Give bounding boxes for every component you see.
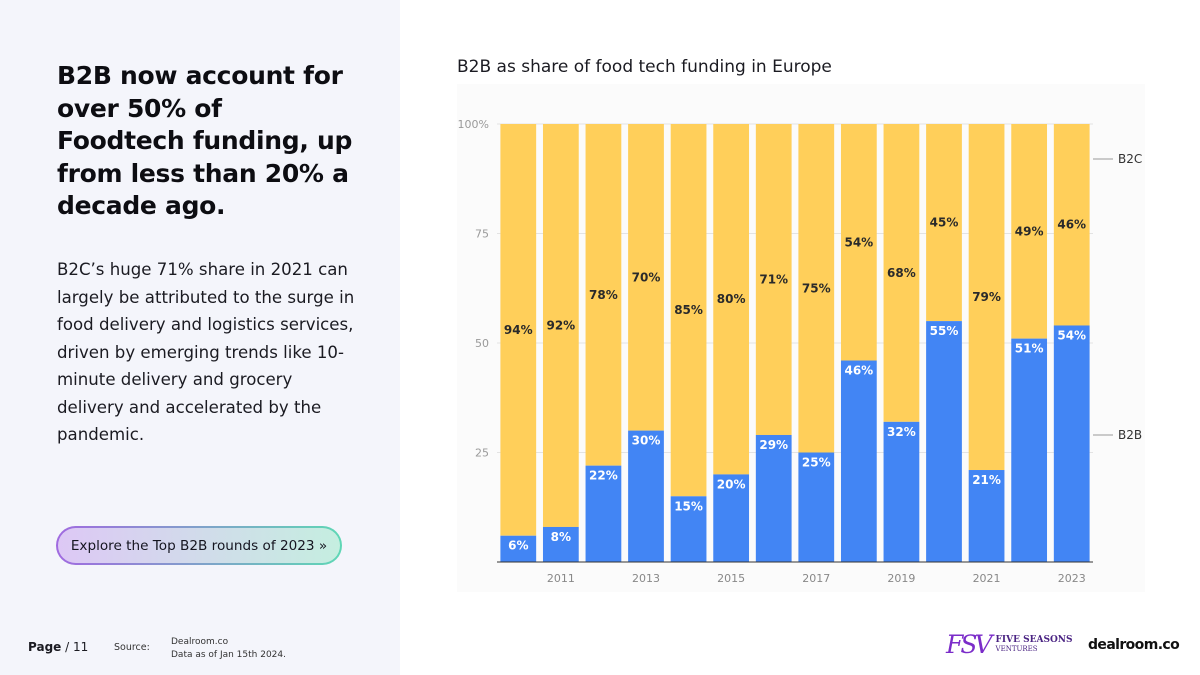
legend-label: B2C	[1118, 152, 1142, 166]
data-label-b2b: 51%	[1015, 342, 1044, 356]
source-name: Dealroom.co	[171, 637, 229, 647]
fsv-logo-line1: FIVE SEASONS	[995, 634, 1073, 645]
y-tick-label: 100%	[458, 118, 489, 131]
source-text: Dealroom.co Data as of Jan 15th 2024.	[171, 636, 286, 662]
bar-b2b	[1053, 325, 1090, 562]
data-label-b2c: 49%	[1015, 224, 1044, 238]
data-label-b2b: 32%	[887, 425, 916, 439]
chart-title: B2B as share of food tech funding in Eur…	[457, 57, 832, 77]
x-tick-label: 2021	[973, 572, 1001, 585]
y-tick-label: 75	[475, 228, 489, 241]
x-tick-label: 2023	[1058, 572, 1086, 585]
data-label-b2b: 55%	[930, 324, 959, 338]
data-label-b2c: 78%	[589, 288, 618, 302]
data-label-b2c: 68%	[887, 266, 916, 280]
bar-b2c	[628, 124, 664, 431]
data-label-b2b: 54%	[1057, 328, 1086, 342]
data-label-b2b: 6%	[508, 539, 528, 553]
chart-container: 100% 75 50 25 6% 94% 8% 92% 22% 78% 30% 70% 15% 85% 20…	[457, 84, 1145, 592]
x-tick-label: 2015	[717, 572, 745, 585]
bar-b2b	[883, 421, 920, 562]
page-number: / 11	[65, 640, 89, 654]
bar-b2b	[755, 434, 792, 562]
data-label-b2c: 46%	[1057, 218, 1086, 232]
cta-button-border: Explore the Top B2B rounds of 2023 »	[56, 526, 342, 565]
x-tick-label: 2011	[547, 572, 575, 585]
data-label-b2c: 45%	[930, 216, 959, 230]
bar-b2c	[713, 124, 750, 475]
page-label: Page	[28, 640, 62, 654]
page-indicator: Page / 11	[28, 640, 88, 654]
fsv-logo-line2: VENTURES	[995, 644, 1038, 653]
fsv-logo-mark: FSV	[946, 630, 992, 659]
x-tick-label: 2017	[802, 572, 830, 585]
bar-b2b	[713, 474, 750, 562]
bar-b2c	[926, 124, 962, 322]
data-label-b2b: 20%	[717, 477, 746, 491]
bar-b2b	[585, 465, 622, 562]
five-seasons-ventures-logo: FSV FIVE SEASONS VENTURES	[946, 630, 1073, 659]
bar-b2b	[968, 470, 1005, 562]
source-date: Data as of Jan 15th 2024.	[171, 650, 286, 660]
data-label-b2b: 30%	[632, 434, 661, 448]
bar-b2c	[840, 124, 877, 361]
bar-b2c	[500, 124, 537, 536]
explore-b2b-rounds-button[interactable]: Explore the Top B2B rounds of 2023 »	[58, 528, 340, 563]
bar-b2b	[500, 535, 537, 562]
bar-b2c	[670, 124, 707, 497]
data-label-b2c: 75%	[802, 281, 831, 295]
bar-b2c	[542, 124, 579, 527]
data-label-b2b: 25%	[802, 456, 831, 470]
bar-b2c	[585, 124, 622, 466]
bar-b2b	[798, 452, 835, 562]
fsv-logo-words: FIVE SEASONS VENTURES	[995, 634, 1073, 654]
bar-b2c	[798, 124, 835, 453]
bar-b2c	[1053, 124, 1090, 326]
data-label-b2c: 71%	[759, 272, 788, 286]
bar-b2b	[1011, 338, 1048, 562]
body-text: B2C’s huge 71% share in 2021 can largely…	[57, 260, 355, 444]
bar-b2b	[840, 360, 877, 562]
y-tick-label: 50	[475, 337, 489, 350]
data-label-b2b: 21%	[972, 473, 1001, 487]
stacked-bar-chart: 100% 75 50 25 6% 94% 8% 92% 22% 78% 30% 70% 15% 85% 20…	[458, 118, 1143, 585]
bar-b2b	[628, 430, 664, 562]
bar-b2b	[926, 321, 962, 562]
data-label-b2c: 79%	[972, 290, 1001, 304]
bar-b2c	[1011, 124, 1048, 339]
bar-b2c	[968, 124, 1005, 471]
data-label-b2b: 29%	[759, 438, 788, 452]
x-tick-label: 2019	[887, 572, 915, 585]
bar-b2c	[755, 124, 792, 435]
data-label-b2c: 85%	[674, 303, 703, 317]
legend-label: B2B	[1118, 428, 1142, 442]
x-tick-label: 2013	[632, 572, 660, 585]
bar-b2c	[883, 124, 920, 422]
bar-b2b	[542, 526, 579, 562]
source-label: Source:	[114, 642, 150, 653]
bar-b2b	[670, 496, 707, 562]
data-label-b2c: 92%	[546, 318, 575, 332]
y-tick-label: 25	[475, 447, 489, 460]
headline: B2B now account for over 50% of Foodtech…	[57, 61, 353, 220]
data-label-b2c: 70%	[632, 270, 661, 284]
data-label-b2b: 46%	[844, 364, 873, 378]
data-label-b2b: 22%	[589, 469, 618, 483]
data-label-b2b: 8%	[551, 530, 571, 544]
data-label-b2b: 15%	[674, 499, 703, 513]
data-label-b2c: 54%	[844, 235, 873, 249]
data-label-b2c: 94%	[504, 323, 533, 337]
data-label-b2c: 80%	[717, 292, 746, 306]
dealroom-logo: dealroom.co	[1088, 637, 1180, 653]
